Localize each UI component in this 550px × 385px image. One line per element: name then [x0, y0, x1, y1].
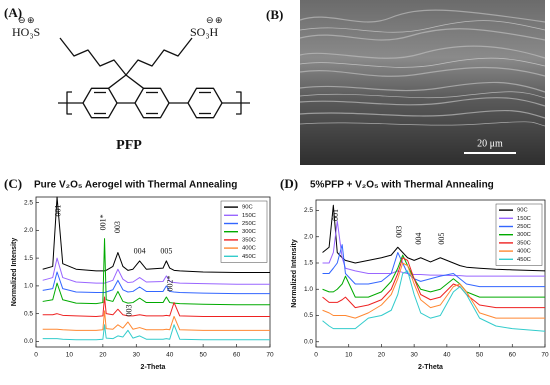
x-tick-label: 60 [509, 352, 517, 359]
x-tick-label: 10 [66, 352, 74, 359]
y-axis-label: Normalized Intensity [291, 239, 298, 308]
sem-texture [299, 20, 546, 127]
legend-label: 350C [242, 237, 256, 243]
peak-annotation: 002* [166, 275, 175, 291]
y-tick-label: 1.5 [24, 255, 33, 262]
x-tick-label: 20 [99, 352, 107, 359]
legend-label: 450C [242, 254, 256, 260]
y-axis-label: Normalized Intensity [11, 238, 18, 307]
y-tick-label: 1.5 [304, 260, 313, 267]
sem-panel: (B) 20 μm [266, 0, 546, 165]
x-tick-label: 50 [476, 352, 484, 359]
series-line [322, 262, 545, 319]
sem-texture [299, 9, 546, 119]
panel-label: (D) [280, 176, 298, 191]
y-tick-label: 0.5 [304, 312, 313, 319]
series-line [42, 196, 270, 274]
legend-label: 400C [242, 246, 256, 252]
sem-image [300, 0, 545, 165]
peak-annotation: 001* [99, 214, 108, 230]
charge: ⊖ [206, 15, 214, 25]
legend-label: 400C [517, 249, 531, 255]
sulfonate-group: HO₃S [12, 25, 40, 39]
plot-frame [315, 199, 546, 348]
y-tick-label: 0.0 [304, 338, 313, 345]
x-axis-label: 2-Theta [141, 364, 166, 371]
peak-annotation: 005 [160, 246, 172, 255]
x-tick-label: 40 [443, 352, 451, 359]
panel-label: (C) [4, 176, 22, 191]
series-line [42, 238, 270, 306]
legend-label: 300C [517, 232, 531, 238]
legend-label: 250C [242, 221, 256, 227]
series-line [42, 324, 270, 341]
x-tick-label: 10 [345, 352, 353, 359]
series-line [42, 296, 270, 317]
x-tick-label: 0 [314, 352, 318, 359]
y-tick-label: 0.5 [24, 310, 33, 317]
legend-label: 150C [242, 213, 256, 219]
x-tick-label: 0 [34, 352, 38, 359]
charge: ⊕ [215, 15, 223, 25]
structure-panel: (A) ⊖ ⊕ HO [4, 5, 250, 153]
series-line [322, 204, 546, 272]
y-tick-label: 2.5 [304, 207, 313, 214]
x-tick-label: 70 [541, 352, 549, 359]
legend-label: 150C [517, 216, 531, 222]
x-tick-label: 20 [378, 352, 386, 359]
x-tick-label: 30 [133, 352, 141, 359]
structure-bonds [58, 37, 250, 119]
y-tick-label: 2.0 [24, 227, 33, 234]
charge: ⊖ [18, 15, 26, 25]
x-tick-label: 40 [166, 352, 174, 359]
peak-annotation: 003 [395, 226, 404, 238]
y-tick-label: 0.0 [24, 338, 33, 345]
peak-annotation: 001 [331, 209, 340, 221]
panel-label: (A) [4, 5, 22, 20]
y-tick-label: 2.0 [304, 233, 313, 240]
y-tick-label: 1.0 [304, 286, 313, 293]
series-line [322, 220, 545, 277]
x-tick-label: 30 [411, 352, 419, 359]
peak-annotation: 005 [437, 233, 446, 245]
legend-label: 90C [242, 205, 253, 211]
x-tick-label: 50 [200, 352, 208, 359]
peak-annotation: 003 [113, 221, 122, 233]
peak-annotation: 004 [134, 246, 146, 255]
series-line [322, 254, 545, 298]
x-tick-label: 70 [266, 352, 274, 359]
legend-label: 450C [517, 257, 531, 263]
panel-label: (B) [266, 7, 283, 22]
series-line [42, 271, 270, 295]
y-tick-label: 2.5 [24, 199, 33, 206]
legend-label: 250C [517, 224, 531, 230]
polymer-name: PFP [116, 138, 142, 153]
scale-bar-label: 20 μm [477, 138, 503, 149]
legend-label: 300C [242, 229, 256, 235]
x-tick-label: 60 [233, 352, 241, 359]
series-line [42, 310, 270, 331]
peak-annotation: 004 [414, 233, 423, 245]
legend-label: 90C [517, 208, 528, 214]
legend-label: 350C [517, 240, 531, 246]
peak-annotation: 003 [124, 304, 133, 316]
charge: ⊕ [27, 15, 35, 25]
plot-frame [35, 196, 271, 348]
series-line [42, 257, 270, 285]
y-tick-label: 1.0 [24, 283, 33, 290]
chart-title: 5%PFP + V₂O₅ with Thermal Annealing [310, 180, 494, 191]
sulfonate-group: SO₃H [190, 25, 219, 39]
peak-annotation: 001 [54, 204, 63, 216]
series-line [322, 270, 546, 332]
series-line [322, 244, 545, 288]
chart-title: Pure V₂O₅ Aerogel with Thermal Annealing [34, 180, 237, 191]
x-axis-label: 2-Theta [418, 364, 443, 371]
